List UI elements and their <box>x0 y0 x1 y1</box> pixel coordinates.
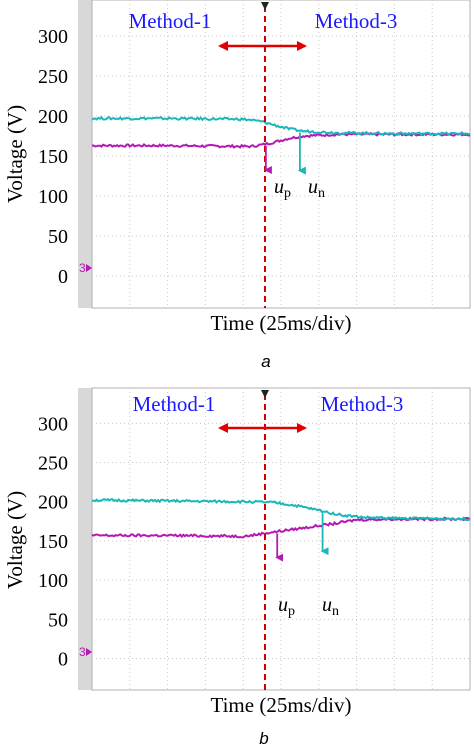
y-tick-label: 150 <box>38 531 68 553</box>
y-tick-label: 100 <box>38 186 68 208</box>
series-line-un-a <box>91 115 471 137</box>
y-tick-labels-a: 300 250 200 150 100 50 0 <box>38 26 68 288</box>
trace-label-un-b: un <box>322 594 339 619</box>
trigger-marker-b <box>261 390 269 398</box>
trace-subscript: n <box>318 186 325 201</box>
method-3-label-b: Method-3 <box>321 392 404 416</box>
grid-b <box>92 388 470 690</box>
ground-marker-arrow <box>86 264 92 272</box>
y-tick-label: 50 <box>48 226 68 248</box>
series-line-un-b <box>91 498 471 522</box>
y-tick-label: 250 <box>38 453 68 475</box>
y-tick-label: 300 <box>38 413 68 435</box>
method-1-label-b: Method-1 <box>133 392 216 416</box>
y-tick-label: 250 <box>38 66 68 88</box>
ground-marker-arrow <box>86 648 92 656</box>
x-axis-label-a: Time (25ms/div) <box>211 311 352 335</box>
trace-label-up-a: up <box>274 176 291 201</box>
trace-label-up-b: up <box>278 594 295 619</box>
trace-symbol: u <box>278 594 288 616</box>
y-tick-label: 100 <box>38 570 68 592</box>
panel-letter-b: b <box>259 729 268 748</box>
trace-symbol: u <box>308 176 318 198</box>
trace-symbol: u <box>274 176 284 198</box>
chart-panel-a: 300 250 200 150 100 50 0 Voltage (V) Tim… <box>3 0 471 371</box>
y-axis-label-a: Voltage (V) <box>3 105 27 203</box>
trace-symbol: u <box>322 594 332 616</box>
y-tick-labels-b: 300 250 200 150 100 50 0 <box>38 413 68 670</box>
ground-marker-text: 3 <box>79 261 86 275</box>
ground-marker-text: 3 <box>79 645 86 659</box>
left-strip-b <box>78 388 92 690</box>
y-tick-label: 0 <box>58 649 68 671</box>
method-3-label-a: Method-3 <box>315 9 398 33</box>
chart-panel-b: 300 250 200 150 100 50 0 Voltage (V) Tim… <box>3 387 471 748</box>
plot-area-b <box>91 387 471 691</box>
left-strip-a <box>78 0 92 308</box>
panel-letter-a: a <box>261 352 270 371</box>
trace-subscript: n <box>332 604 339 619</box>
ground-marker-b: 3 <box>79 645 92 659</box>
y-tick-label: 300 <box>38 26 68 48</box>
grid-a <box>92 0 470 308</box>
trace-subscript: p <box>284 186 291 201</box>
y-tick-label: 0 <box>58 266 68 288</box>
trace-label-un-a: un <box>308 176 325 201</box>
trigger-marker-a <box>261 2 269 10</box>
ground-marker-a: 3 <box>79 261 92 275</box>
y-axis-label-b: Voltage (V) <box>3 491 27 589</box>
method-1-label-a: Method-1 <box>129 9 212 33</box>
x-axis-label-b: Time (25ms/div) <box>211 693 352 717</box>
trace-subscript: p <box>288 604 295 619</box>
y-tick-label: 150 <box>38 146 68 168</box>
y-tick-label: 200 <box>38 106 68 128</box>
y-tick-label: 50 <box>48 609 68 631</box>
y-tick-label: 200 <box>38 492 68 514</box>
